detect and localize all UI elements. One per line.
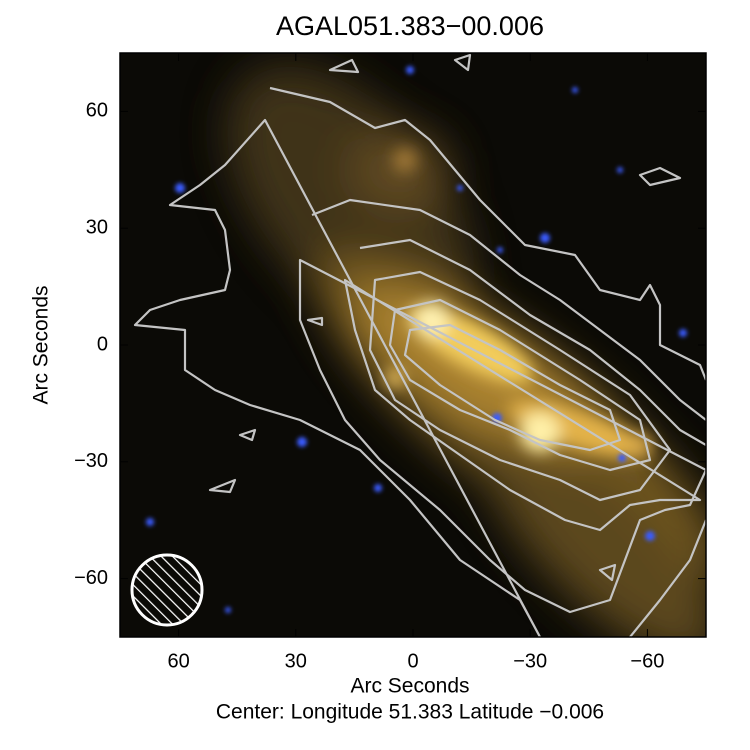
y-tick-label: −60: [74, 567, 108, 589]
x-tick-label: −60: [630, 650, 664, 672]
x-tick-label: 60: [167, 650, 189, 672]
y-axis-label: Arc Seconds: [30, 285, 53, 404]
x-tick-label: 30: [285, 650, 307, 672]
sky-image: [120, 53, 706, 637]
y-tick-label: −30: [74, 450, 108, 472]
y-tick-label: 0: [97, 333, 108, 355]
y-tick-label: 30: [86, 216, 108, 238]
caption: Center: Longitude 51.383 Latitude −0.006: [216, 701, 604, 724]
y-tick-label: 60: [86, 100, 108, 122]
x-tick-label: −30: [513, 650, 547, 672]
x-tick-label: 0: [407, 650, 418, 672]
chart-title: AGAL051.383−00.006: [276, 11, 544, 41]
x-axis-label: Arc Seconds: [350, 675, 469, 698]
beam: [130, 553, 204, 627]
